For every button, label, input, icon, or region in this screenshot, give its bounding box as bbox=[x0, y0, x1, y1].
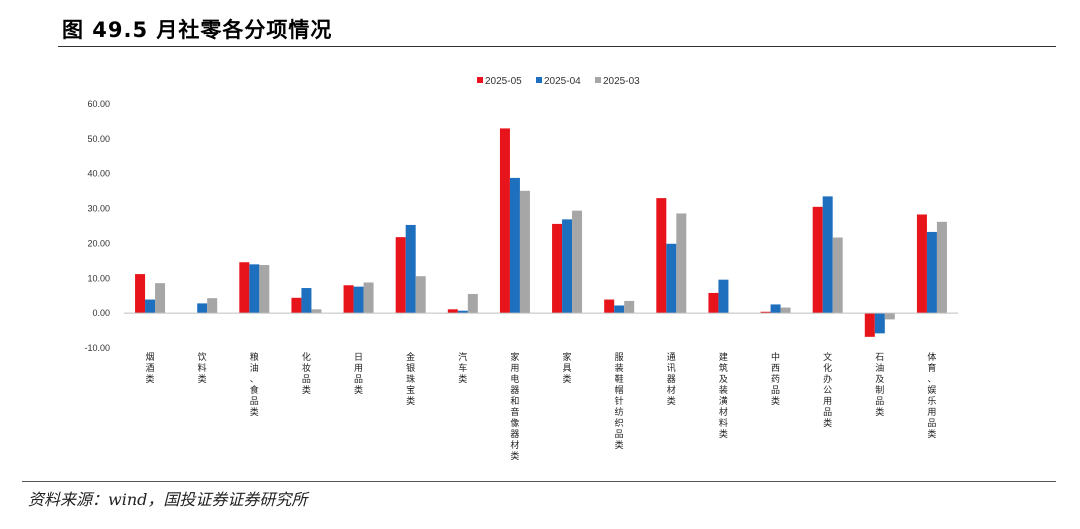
bar-2025-04 bbox=[509, 177, 520, 314]
legend-swatch bbox=[477, 77, 483, 83]
bar-2025-05 bbox=[656, 198, 667, 314]
bar-2025-03 bbox=[155, 283, 166, 314]
bar-2025-03 bbox=[259, 265, 270, 314]
x-category-label: 饮料类 bbox=[198, 351, 207, 385]
x-axis-categories: 烟酒类 饮料类 粮油、食品类 化妆品类 日用品类 金银珠宝类 汽车类 家用电器和音像器材类 家具… bbox=[146, 351, 937, 462]
title-rule bbox=[58, 46, 1056, 47]
y-tick-label: 10.00 bbox=[87, 273, 110, 283]
chart-legend: 2025-05 2025-04 2025-03 bbox=[477, 76, 640, 87]
legend-swatch bbox=[595, 77, 601, 83]
x-category-label: 汽车类 bbox=[458, 351, 467, 385]
x-category-label: 烟酒类 bbox=[146, 351, 155, 385]
bar-2025-03 bbox=[936, 221, 947, 314]
bar-chart: 2025-05 2025-04 2025-03 -10.00 0.00 10.00 20.… bbox=[84, 76, 958, 462]
bar-2025-04 bbox=[666, 243, 677, 314]
x-category-label: 中西药品类 bbox=[771, 351, 780, 407]
x-category-label: 文化办公用品类 bbox=[823, 351, 832, 429]
bar-2025-05 bbox=[708, 292, 719, 314]
bar-2025-04 bbox=[614, 305, 625, 314]
bar-2025-05 bbox=[760, 311, 771, 314]
y-axis: -10.00 0.00 10.00 20.00 30.00 40.00 50.00 60.00 bbox=[84, 99, 110, 353]
bar-2025-03 bbox=[572, 210, 583, 314]
source-rule bbox=[22, 481, 1056, 482]
source-note: 资料来源：wind，国投证券证券研究所 bbox=[28, 490, 308, 509]
bar-2025-05 bbox=[291, 297, 302, 314]
x-category-label: 家具类 bbox=[563, 351, 572, 385]
y-tick-label: 40.00 bbox=[87, 169, 110, 179]
x-category-label: 通讯器材类 bbox=[667, 352, 676, 407]
bar-2025-04 bbox=[197, 303, 208, 314]
y-tick-label: 60.00 bbox=[87, 99, 110, 109]
bar-2025-03 bbox=[415, 276, 426, 314]
bar-2025-03 bbox=[832, 237, 843, 314]
bar-2025-05 bbox=[447, 309, 458, 314]
legend-swatch bbox=[536, 77, 542, 83]
bar-2025-04 bbox=[926, 231, 937, 314]
bar-2025-05 bbox=[239, 262, 250, 314]
bar-2025-04 bbox=[770, 304, 781, 314]
bar-2025-05 bbox=[864, 313, 875, 337]
bar-2025-04 bbox=[353, 286, 364, 314]
bar-2025-04 bbox=[457, 310, 468, 314]
bar-2025-03 bbox=[363, 282, 374, 314]
bar-2025-03 bbox=[884, 313, 895, 320]
x-category-label: 服装鞋帽针纺织品类 bbox=[615, 352, 624, 451]
bar-2025-05 bbox=[812, 206, 823, 314]
y-tick-label: 50.00 bbox=[87, 134, 110, 144]
bar-2025-05 bbox=[604, 299, 615, 314]
bar-2025-04 bbox=[405, 224, 416, 314]
y-tick-label: 0.00 bbox=[92, 308, 110, 318]
x-category-label: 化妆品类 bbox=[302, 351, 311, 396]
bar-2025-05 bbox=[343, 285, 354, 314]
bar-2025-03 bbox=[519, 190, 530, 314]
x-category-label: 金银珠宝类 bbox=[406, 351, 415, 407]
bar-2025-03 bbox=[624, 300, 635, 314]
x-category-label: 体育、娱乐用品类 bbox=[927, 351, 936, 440]
y-tick-label: -10.00 bbox=[84, 343, 110, 353]
x-category-label: 家用电器和音像器材类 bbox=[510, 351, 519, 462]
y-tick-label: 30.00 bbox=[87, 204, 110, 214]
legend-label: 2025-05 bbox=[485, 76, 522, 87]
bar-2025-05 bbox=[135, 274, 146, 314]
x-category-label: 粮油、食品类 bbox=[250, 351, 259, 418]
y-tick-label: 20.00 bbox=[87, 238, 110, 248]
legend-label: 2025-03 bbox=[603, 76, 640, 87]
bar-2025-05 bbox=[395, 237, 406, 314]
bar-2025-04 bbox=[874, 313, 885, 334]
bar-2025-05 bbox=[916, 214, 927, 314]
bar-2025-03 bbox=[311, 309, 322, 314]
legend-label: 2025-04 bbox=[544, 76, 581, 87]
bar-2025-04 bbox=[249, 264, 260, 314]
bar-2025-04 bbox=[718, 279, 729, 314]
x-category-label: 日用品类 bbox=[354, 352, 363, 396]
bar-2025-03 bbox=[780, 307, 791, 314]
figure-title: 图 49.5 月社零各分项情况 bbox=[62, 18, 333, 42]
bar-2025-04 bbox=[145, 299, 156, 314]
x-category-label: 石油及制品类 bbox=[875, 353, 884, 418]
bar-2025-03 bbox=[676, 213, 687, 314]
bar-2025-04 bbox=[822, 196, 833, 314]
bar-2025-05 bbox=[552, 223, 563, 314]
bar-2025-04 bbox=[562, 219, 573, 314]
bar-series-group bbox=[135, 128, 947, 337]
x-category-label: 建筑及装潢材料类 bbox=[719, 351, 728, 440]
bar-2025-03 bbox=[467, 293, 478, 314]
bar-2025-03 bbox=[207, 298, 218, 314]
bar-2025-05 bbox=[499, 128, 510, 314]
bar-2025-04 bbox=[301, 288, 312, 314]
